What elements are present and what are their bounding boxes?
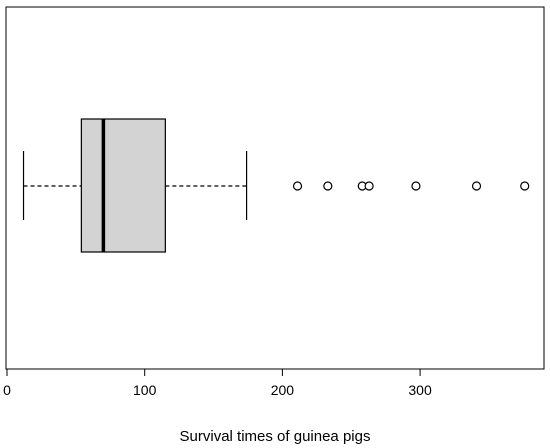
- boxplot-series: [22, 118, 530, 253]
- outlier-point: [411, 181, 421, 191]
- x-axis: 0 100 200 300: [3, 368, 432, 398]
- outlier-point: [323, 181, 333, 191]
- outlier-point: [471, 181, 482, 191]
- outlier-point: [520, 181, 530, 191]
- iqr-box: [80, 118, 166, 253]
- x-tick-label: 300: [408, 382, 432, 398]
- outlier-point: [292, 181, 303, 191]
- x-axis-title: Survival times of guinea pigs: [180, 428, 371, 445]
- x-tick-label: 200: [271, 382, 295, 398]
- x-tick-label: 0: [3, 382, 11, 398]
- x-tick-label: 100: [133, 382, 157, 398]
- outlier-point: [364, 181, 374, 191]
